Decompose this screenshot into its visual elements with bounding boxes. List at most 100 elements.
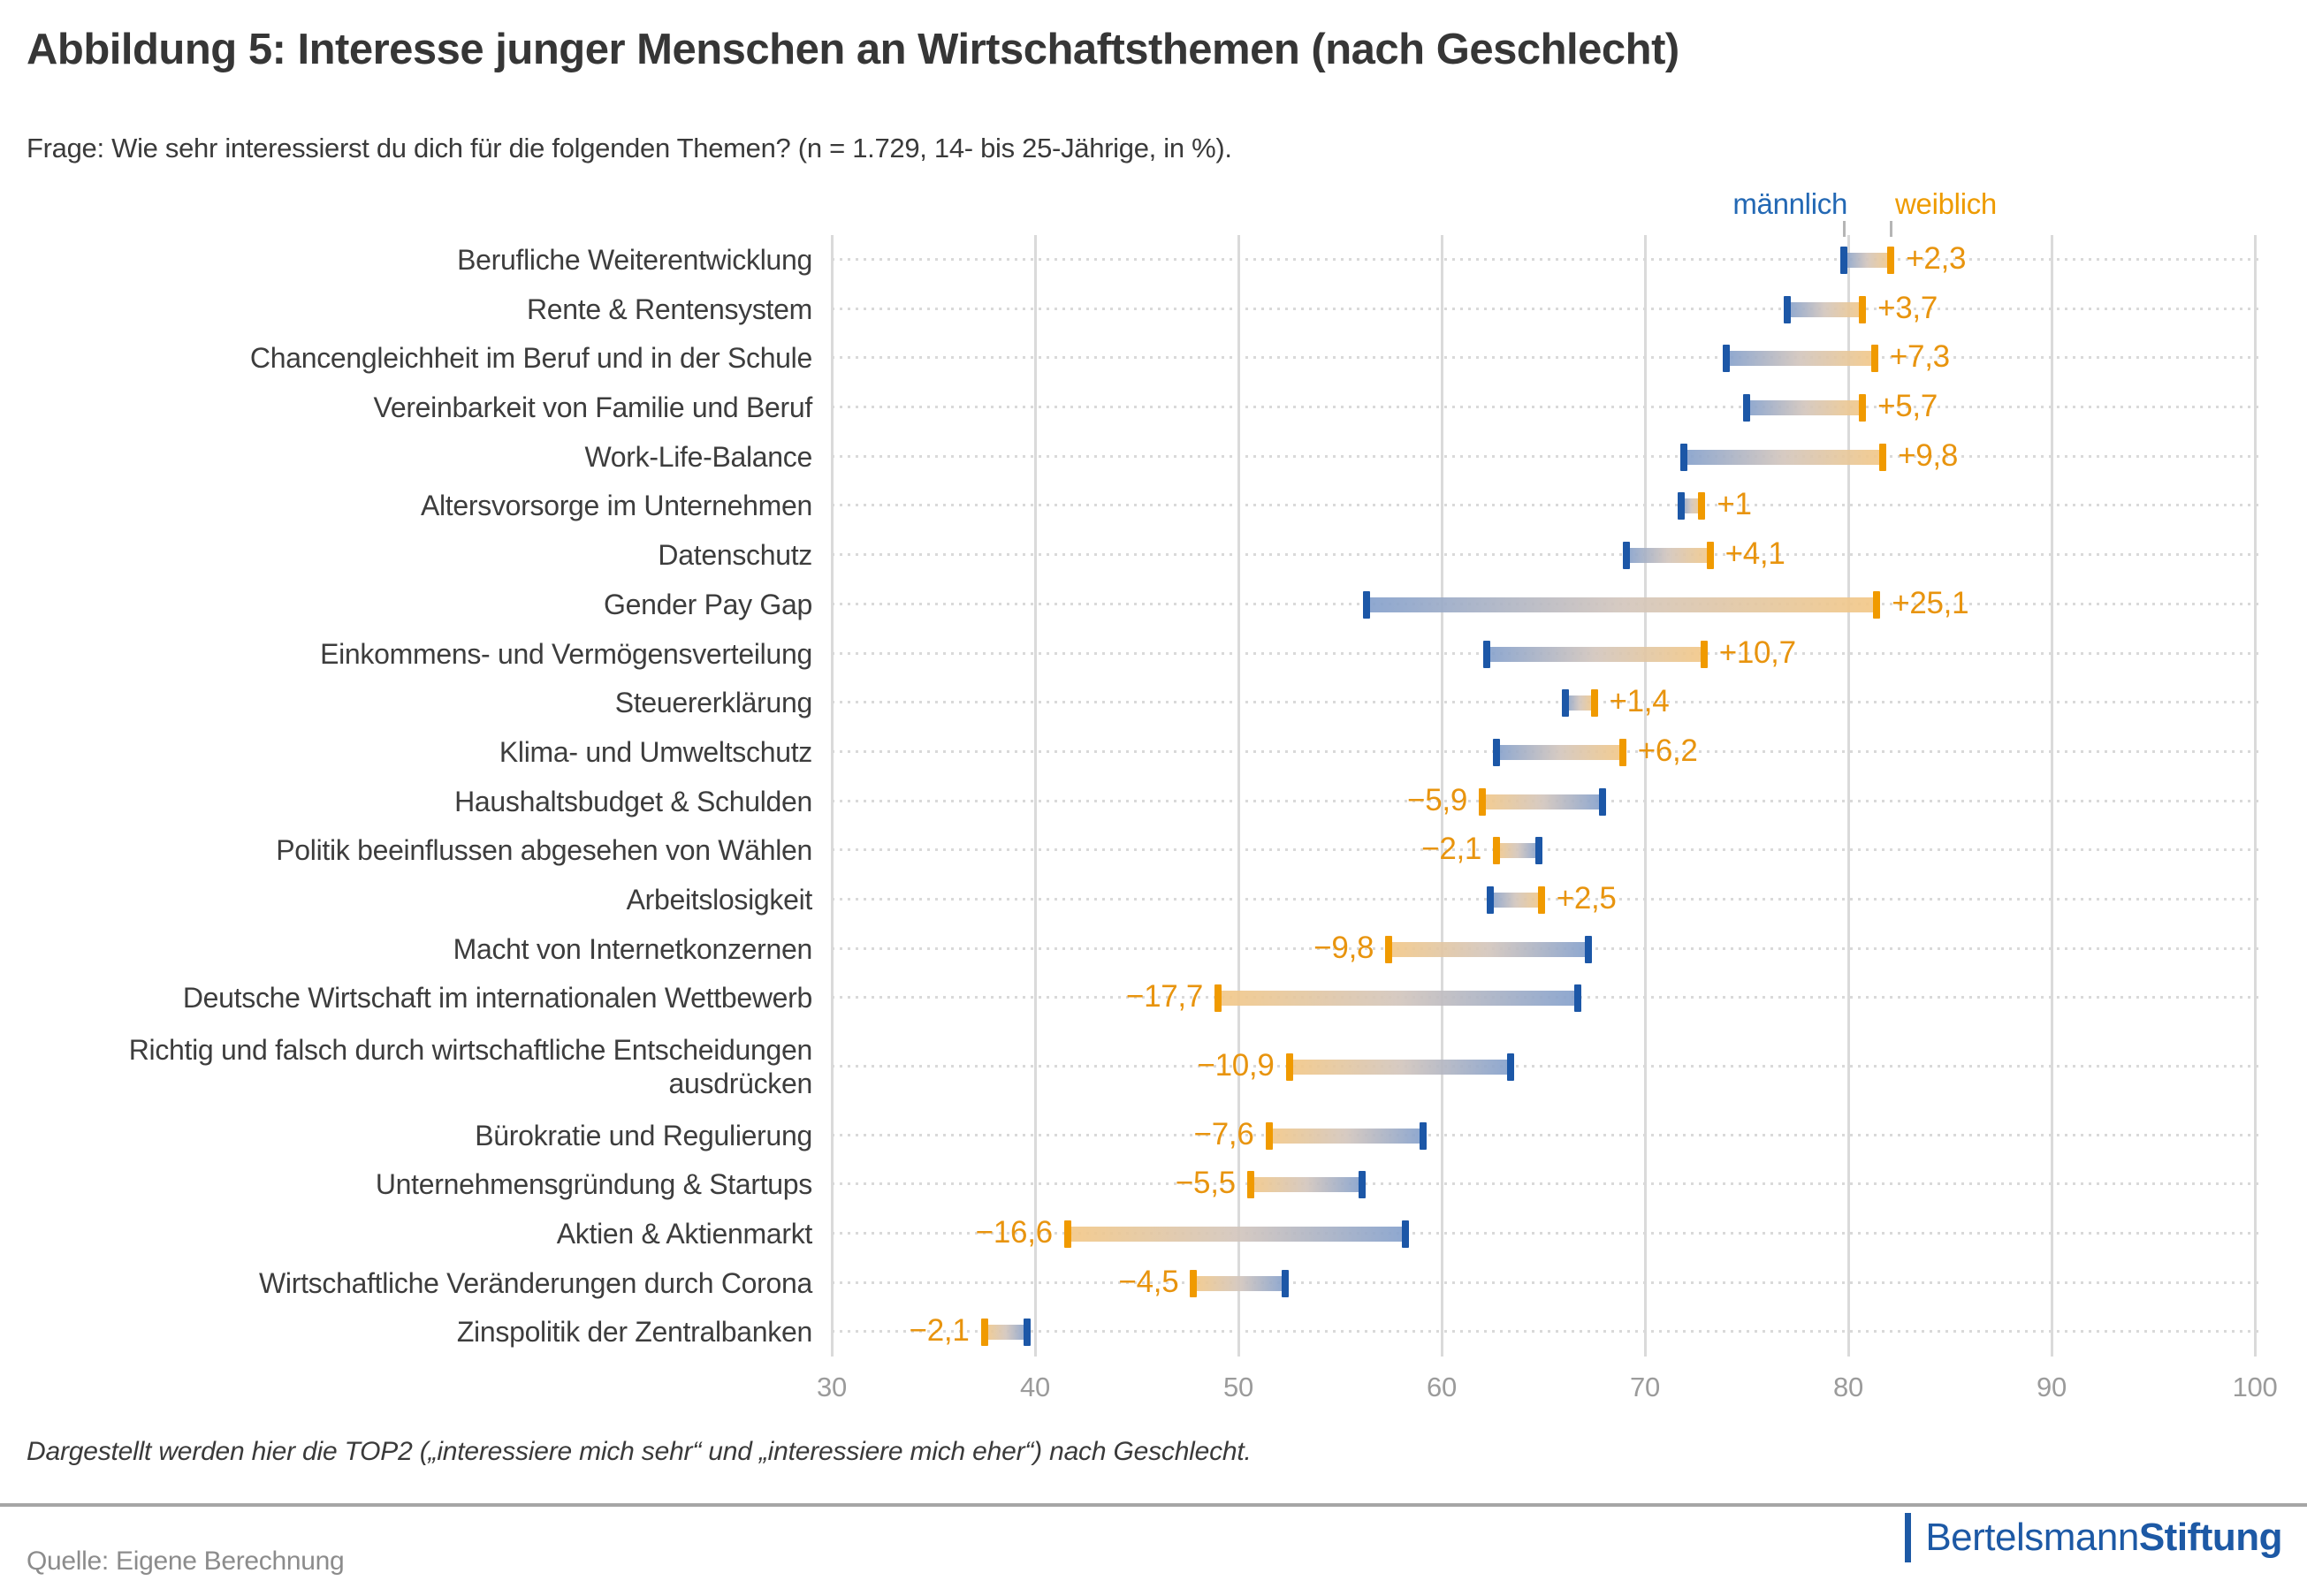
diff-label: −9,8 <box>1313 930 1374 965</box>
male-end-cap <box>1840 246 1848 274</box>
row-plot-area: +3,7 <box>832 285 2263 334</box>
gridline-80 <box>1847 235 1850 1357</box>
dumbbell-connector <box>1218 991 1579 1007</box>
row-plot-area: −16,6 <box>832 1209 2263 1258</box>
x-axis-tick-40: 40 <box>1020 1372 1050 1402</box>
leader-dotted-line <box>832 848 2263 852</box>
dumbbell-row: Einkommens- und Vermögensverteilung +10,7 <box>0 629 2263 679</box>
dumbbell-connector <box>1747 399 1863 415</box>
bertelsmann-stiftung-logo: BertelsmannStiftung <box>1905 1513 2283 1562</box>
row-plot-area: −2,1 <box>832 826 2263 876</box>
female-end-cap <box>1879 443 1887 471</box>
female-end-cap <box>1590 689 1598 718</box>
diff-label: +25,1 <box>1892 586 1969 621</box>
dumbbell-row: Zinspolitik der Zentralbanken −2,1 <box>0 1308 2263 1357</box>
category-label: Macht von Internetkonzernen <box>453 932 813 965</box>
dumbbell-connector <box>1844 252 1892 268</box>
dumbbell-row: Berufliche Weiterentwicklung +2,3 <box>0 235 2263 285</box>
diff-label: −7,6 <box>1193 1116 1254 1151</box>
dumbbell-connector <box>1193 1275 1285 1291</box>
row-plot-area: −4,5 <box>832 1258 2263 1308</box>
diff-label: −5,9 <box>1407 782 1467 817</box>
male-end-cap <box>1784 295 1791 323</box>
category-label: Einkommens- und Vermögensverteilung <box>320 637 812 670</box>
leader-dotted-line <box>832 1133 2263 1136</box>
male-end-cap <box>1420 1121 1428 1150</box>
female-end-cap <box>1214 984 1222 1013</box>
dumbbell-connector <box>1289 1060 1511 1075</box>
dumbbell-connector <box>1268 1128 1424 1144</box>
female-end-cap <box>1887 246 1895 274</box>
dumbbell-connector <box>1482 794 1603 809</box>
female-end-cap <box>1698 492 1706 521</box>
category-label: Klima- und Umweltschutz <box>499 735 812 768</box>
dumbbell-row: Work-Life-Balance +9,8 <box>0 432 2263 482</box>
chart-subtitle-question: Frage: Wie sehr interessierst du dich fü… <box>27 133 1232 163</box>
diff-label: +3,7 <box>1877 290 1938 325</box>
leader-dotted-line <box>832 1281 2263 1284</box>
diff-label: +5,7 <box>1877 389 1938 424</box>
male-end-cap <box>1723 345 1730 373</box>
male-end-cap <box>1401 1220 1409 1249</box>
leader-dotted-line <box>832 1330 2263 1334</box>
dumbbell-connector <box>1067 1227 1405 1243</box>
male-end-cap <box>1493 738 1501 766</box>
category-label: Chancengleichheit im Beruf und in der Sc… <box>249 342 812 375</box>
female-end-cap <box>1493 837 1501 865</box>
legend-label-maennlich: männlich <box>1732 187 1847 220</box>
female-end-cap <box>1385 935 1393 963</box>
category-label: Datenschutz <box>658 539 812 572</box>
male-end-cap <box>1362 590 1370 619</box>
dumbbell-connector <box>1626 548 1710 564</box>
category-label: Bürokratie und Regulierung <box>475 1119 812 1151</box>
dumbbell-row: Vereinbarkeit von Familie und Beruf +5,7 <box>0 383 2263 432</box>
gridline-30 <box>831 235 834 1357</box>
female-end-cap <box>1870 345 1878 373</box>
dumbbell-row: Bürokratie und Regulierung −7,6 <box>0 1111 2263 1160</box>
row-plot-area: +2,3 <box>832 235 2263 285</box>
category-label: Arbeitslosigkeit <box>626 884 813 916</box>
gridline-100 <box>2254 235 2257 1357</box>
diff-label: +9,8 <box>1898 437 1958 473</box>
x-axis-tick-100: 100 <box>2232 1372 2278 1402</box>
dumbbell-connector <box>1496 744 1623 760</box>
dumbbell-connector <box>1726 351 1875 367</box>
female-end-cap <box>1700 640 1708 668</box>
male-end-cap <box>1584 935 1592 963</box>
diff-label: +1 <box>1717 487 1752 522</box>
diff-label: +10,7 <box>1718 635 1796 670</box>
page-title: Abbildung 5: Interesse junger Menschen a… <box>27 26 1679 73</box>
diff-label: +7,3 <box>1889 339 1950 375</box>
female-end-cap <box>1063 1220 1071 1249</box>
dumbbell-connector <box>1250 1177 1363 1193</box>
dumbbell-connector <box>1787 301 1863 317</box>
category-label: Steuererklärung <box>614 687 813 719</box>
leader-dotted-line <box>832 356 2263 360</box>
male-end-cap <box>1281 1269 1289 1297</box>
leader-dotted-line <box>832 1182 2263 1186</box>
male-end-cap <box>1023 1319 1031 1347</box>
diff-label: −2,1 <box>909 1313 970 1349</box>
diff-label: −16,6 <box>975 1215 1053 1250</box>
dumbbell-row: Unternehmensgründung & Startups −5,5 <box>0 1159 2263 1209</box>
row-plot-area: −7,6 <box>832 1111 2263 1160</box>
leader-dotted-line <box>832 553 2263 557</box>
leader-dotted-line <box>832 454 2263 458</box>
leader-dotted-line <box>832 898 2263 901</box>
row-plot-area: +1,4 <box>832 678 2263 727</box>
dumbbell-row: Klima- und Umweltschutz +6,2 <box>0 727 2263 777</box>
dumbbell-connector <box>1366 597 1877 612</box>
leader-dotted-line <box>832 307 2263 310</box>
category-label: Berufliche Weiterentwicklung <box>457 243 812 276</box>
dumbbell-row: Macht von Internetkonzernen −9,8 <box>0 924 2263 974</box>
dumbbell-connector <box>1683 449 1884 465</box>
leader-dotted-line <box>832 701 2263 704</box>
leader-dotted-line <box>832 405 2263 408</box>
leader-dotted-line <box>832 1065 2263 1068</box>
gridline-layer <box>831 235 2257 1357</box>
female-end-cap <box>1859 393 1867 422</box>
dumbbell-row: Politik beeinflussen abgesehen von Wähle… <box>0 826 2263 876</box>
category-label: Altersvorsorge im Unternehmen <box>420 490 812 522</box>
category-label: Richtig und falsch durch wirtschaftliche… <box>128 1034 813 1100</box>
row-plot-area: +6,2 <box>832 727 2263 777</box>
